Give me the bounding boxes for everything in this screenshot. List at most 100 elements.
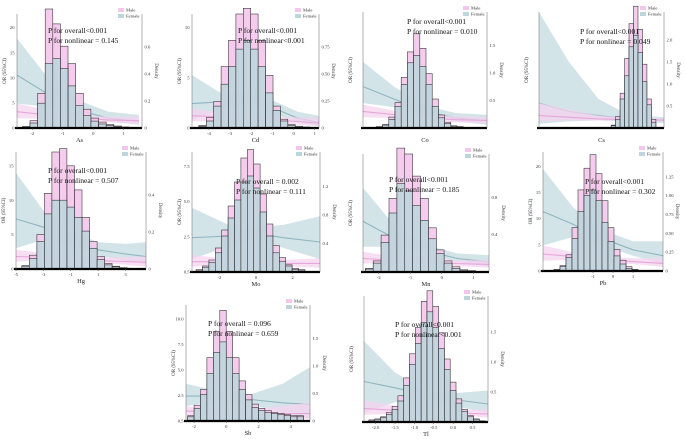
y-axis-label: OR (95%CI) <box>3 58 8 84</box>
y2-tick-label: 0.8 <box>492 195 498 200</box>
p-nonlinear-text: P for nonlinear = 0.185 <box>389 185 460 194</box>
panel-sb: -2 0 2 4 0.5 2.5 5.0 7.5 10.0 0 0.5 1.0 1.5 Sb OR (95%… <box>172 299 326 438</box>
bar-female <box>443 262 453 273</box>
legend-female-label: Female <box>472 296 486 301</box>
bar-female <box>59 199 68 270</box>
x-tick-label: 4 <box>290 424 293 429</box>
x-tick-label: -1.0 <box>411 425 419 430</box>
legend-male-swatch <box>640 6 646 10</box>
bar-female <box>264 412 272 422</box>
p-nonlinear-text: P for nonlinear<0.001 <box>238 36 305 45</box>
p-nonlinear-text: P for nonlinear<0.001 <box>395 330 462 339</box>
legend-female-label: Female <box>473 154 487 159</box>
y-tick-label: 5 <box>12 100 15 105</box>
bar-female <box>372 262 382 273</box>
p-overall-text: P for overall<0.001 <box>585 177 644 186</box>
legend-female-swatch <box>122 152 128 156</box>
bar-female <box>96 259 105 270</box>
y2-tick-label: 0.5 <box>490 98 496 103</box>
bar-female <box>74 217 83 270</box>
legend-female-swatch <box>286 305 292 309</box>
bar-female <box>219 341 227 422</box>
y-axis-label: OR (95%CI) <box>525 57 530 83</box>
bar-female <box>388 119 396 129</box>
y2-tick-label: 2.0 <box>667 37 673 42</box>
bar-female <box>245 399 253 422</box>
bar-female <box>444 369 451 423</box>
y-tick-label: 15 <box>9 164 14 169</box>
bar-female <box>44 63 54 129</box>
y2-tick-label: 1.5 <box>490 43 496 48</box>
x-tick-label: 0 <box>441 275 444 280</box>
bar-female <box>624 75 630 129</box>
y2-tick-label: 0.75 <box>322 44 331 49</box>
y2-tick-label: 0 <box>145 126 148 131</box>
y-tick-label: 10 <box>185 25 190 30</box>
x-tick-label: 3 <box>124 272 127 277</box>
legend-female-swatch <box>463 12 469 16</box>
panel-tl: -2.0 -1.5 -1.0 -0.5 0.0 0.5 0.5 1.0 1.5 Tl OR (95%… <box>350 290 504 439</box>
legend-male-label: Male <box>303 8 312 13</box>
y-tick-label: 10 <box>10 75 15 80</box>
bar-female <box>461 411 468 423</box>
x-tick-label: -1 <box>69 272 74 277</box>
bar-female <box>391 409 399 423</box>
bar-female <box>257 66 266 129</box>
y-tick-label: 0 <box>12 126 15 131</box>
ci-band-male <box>363 104 487 124</box>
x-axis-label: As <box>76 137 84 144</box>
legend-female-label: Female <box>130 152 144 157</box>
x-tick-label: -3 <box>41 272 46 277</box>
y-axis-label: OR (95%CI) <box>529 198 534 224</box>
bar-female <box>407 62 414 129</box>
bar-female <box>571 238 579 272</box>
x-axis-label: Pb <box>600 280 607 287</box>
bar-female <box>272 110 281 129</box>
x-tick-label: 1 <box>472 275 475 280</box>
x-tick-label: 1 <box>632 274 635 279</box>
bar-female <box>619 98 625 129</box>
bar-female <box>404 190 413 273</box>
y-tick-label: 0 <box>538 269 541 274</box>
y2-tick-label: 0.5 <box>667 103 673 108</box>
y2-axis-label: Density <box>331 204 336 220</box>
x-tick-label: -3 <box>228 131 233 136</box>
bar-female <box>36 241 45 270</box>
x-tick-label: 0.5 <box>470 425 476 430</box>
y2-axis-label: Density <box>674 204 679 220</box>
legend-male-swatch <box>463 6 469 10</box>
y2-tick-label: 0.4 <box>145 71 151 76</box>
bar-female <box>415 343 422 423</box>
bar-female <box>215 252 222 273</box>
y2-axis-label: Density <box>500 205 505 221</box>
y2-tick-label: 0.6 <box>145 44 151 49</box>
x-tick-label: -2 <box>249 131 254 136</box>
y-tick-label: 15 <box>536 190 541 195</box>
y-tick-label: 5 <box>11 232 14 237</box>
legend-female-swatch <box>118 14 124 18</box>
y2-tick-label: 0.75 <box>666 212 675 217</box>
x-tick-label: -1.5 <box>391 425 399 430</box>
bar-female <box>420 220 429 273</box>
x-tick-label: -2 <box>218 275 223 280</box>
bar-female <box>646 104 652 129</box>
y2-axis-label: Density <box>153 63 158 79</box>
y2-tick-label: 0.4 <box>149 192 155 197</box>
y2-tick-label: 0.25 <box>666 250 675 255</box>
x-axis-label: Tl <box>423 431 429 438</box>
y-tick-label: 5 <box>187 75 190 80</box>
y2-tick-label: 1.5 <box>667 59 673 64</box>
bar-female <box>271 413 279 422</box>
p-overall-text: P for overall<0.001 <box>238 26 297 35</box>
p-overall-text: P for overall<0.001 <box>389 175 448 184</box>
bar-female <box>238 389 246 422</box>
p-nonlinear-text: P for nonlinear = 0.010 <box>407 27 478 36</box>
panel-cs: 0.5 1.0 1.5 2.0 Cs OR (95%CI) Density MaleFemal… <box>525 6 680 145</box>
legend-male-swatch <box>118 8 124 12</box>
bar-female <box>637 52 643 129</box>
y-tick-label: 10 <box>536 216 541 221</box>
y-axis-label: OR (95%CI) <box>178 199 183 225</box>
